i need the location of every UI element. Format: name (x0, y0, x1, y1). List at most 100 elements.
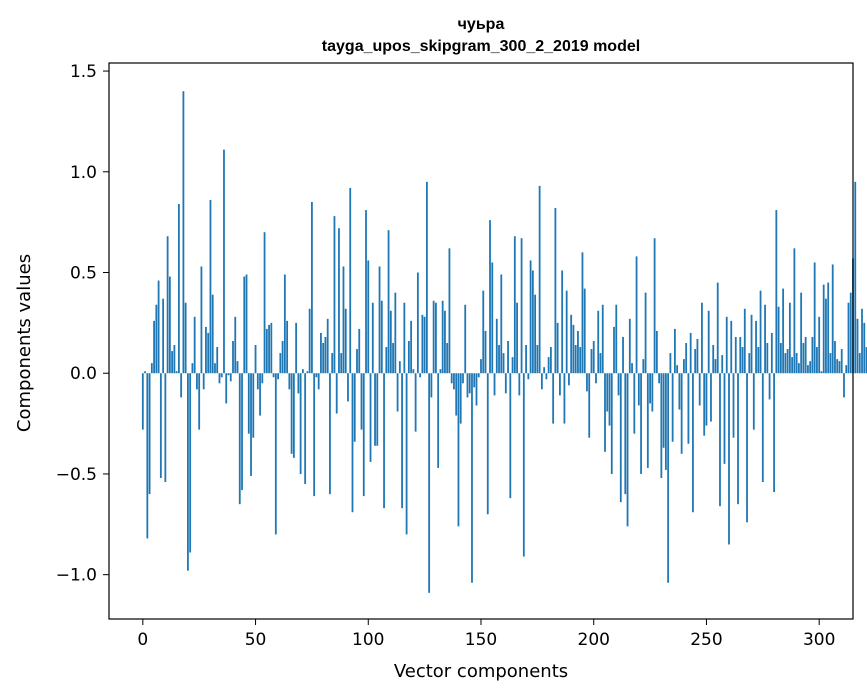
bar (349, 187, 352, 374)
bar (671, 373, 674, 442)
bar (283, 274, 286, 374)
bar (245, 274, 248, 374)
bar (423, 316, 426, 374)
x-tick-label: 50 (245, 630, 267, 650)
bar (615, 304, 618, 374)
bar (317, 373, 320, 390)
bar (387, 230, 390, 374)
bar (540, 373, 543, 390)
bar (238, 373, 241, 505)
bar (719, 373, 721, 507)
bar (446, 343, 449, 374)
bar (579, 347, 582, 374)
bar (741, 347, 744, 374)
bar (405, 373, 408, 535)
bar (148, 373, 151, 495)
bar (196, 373, 198, 390)
bar (687, 373, 690, 444)
chart-title: чуьра (458, 16, 505, 33)
x-tick-label: 150 (465, 630, 497, 650)
bar (369, 373, 372, 462)
bar (322, 343, 325, 374)
bar (531, 270, 534, 374)
bar (766, 343, 769, 374)
bar (597, 310, 600, 374)
bar (768, 373, 771, 400)
bar (459, 373, 462, 424)
bar (723, 373, 726, 464)
bar (689, 332, 692, 374)
bar (577, 330, 579, 374)
bar (175, 371, 178, 374)
bar (791, 357, 794, 374)
bar (475, 373, 478, 406)
y-axis-label: Components values (14, 254, 35, 432)
bar (822, 284, 825, 374)
bar (234, 316, 237, 374)
bar (265, 328, 268, 374)
bar (628, 318, 631, 374)
y-tick-label: 0.5 (70, 264, 97, 284)
bar (329, 373, 331, 495)
bar (259, 373, 261, 416)
bar (764, 304, 766, 374)
bar (301, 369, 304, 374)
bar (367, 260, 370, 374)
bar (716, 282, 719, 374)
bar (547, 357, 550, 374)
bar (640, 373, 642, 474)
bar (225, 373, 228, 404)
bar (759, 290, 762, 374)
bar (770, 332, 773, 374)
bar (644, 292, 647, 374)
bar (407, 341, 410, 374)
bar (261, 373, 264, 384)
bar (513, 236, 516, 374)
bar (622, 336, 624, 374)
bar (274, 373, 277, 535)
bar (297, 373, 300, 394)
bar (441, 300, 444, 374)
bar (635, 256, 638, 374)
bar (865, 347, 867, 374)
bar (534, 294, 537, 374)
x-tick-label: 250 (690, 630, 722, 650)
bar (292, 373, 295, 458)
bar (725, 316, 728, 374)
bar (536, 345, 539, 374)
y-tick-label: 1.0 (70, 163, 97, 183)
bar (484, 330, 487, 374)
bar (680, 373, 683, 454)
bar (710, 373, 712, 422)
bar (554, 208, 557, 374)
bar (658, 373, 661, 384)
bar (495, 318, 498, 374)
bar (784, 353, 787, 374)
bar (685, 343, 688, 374)
bar (504, 373, 507, 394)
bar (601, 304, 604, 374)
bar (214, 363, 216, 374)
bar (150, 363, 153, 374)
bar (619, 373, 622, 503)
bar (392, 343, 394, 374)
bar (236, 361, 239, 374)
bar (549, 347, 552, 374)
bar (802, 343, 805, 374)
bar (268, 324, 270, 374)
bar (552, 373, 555, 424)
bar (335, 373, 338, 414)
bar (804, 336, 807, 374)
bar (642, 359, 645, 374)
bar (538, 185, 541, 374)
bar (509, 373, 512, 499)
bar (694, 349, 697, 374)
bar (800, 292, 803, 374)
bar (730, 320, 733, 374)
bar (403, 302, 406, 374)
bar (583, 288, 586, 374)
bar (588, 373, 591, 438)
bar (444, 310, 446, 374)
bar (207, 332, 210, 374)
